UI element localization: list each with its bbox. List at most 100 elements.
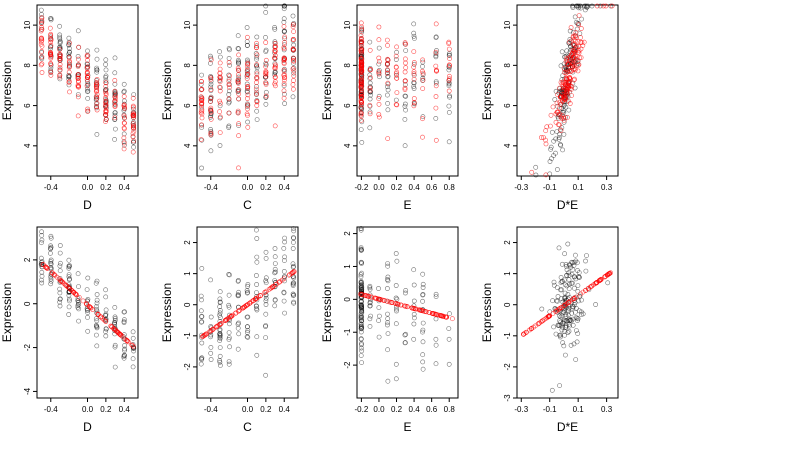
- data-point: [282, 274, 287, 280]
- data-point: [226, 330, 232, 335]
- data-point: [233, 310, 238, 316]
- data-point: [367, 72, 373, 78]
- data-point: [114, 328, 120, 334]
- data-point: [48, 36, 53, 42]
- data-point: [584, 253, 589, 258]
- data-point: [121, 131, 127, 137]
- data-point: [199, 355, 205, 361]
- data-point: [57, 68, 63, 73]
- x-tick-label: 0.4: [279, 405, 291, 414]
- data-point: [236, 74, 242, 80]
- y-tick-label: 4: [183, 143, 192, 148]
- data-point: [539, 306, 545, 312]
- y-tick-label: 8: [503, 63, 512, 68]
- data-point: [103, 87, 108, 93]
- data-point: [112, 304, 118, 310]
- data-point: [565, 330, 571, 335]
- data-point: [568, 317, 573, 323]
- data-point: [402, 56, 408, 62]
- data-point: [579, 16, 584, 22]
- data-point: [446, 41, 452, 46]
- data-point: [112, 318, 118, 323]
- data-point: [130, 364, 136, 370]
- data-point: [291, 68, 297, 74]
- data-point: [236, 293, 241, 298]
- y-axis-label: Expression: [320, 283, 334, 342]
- data-point: [281, 29, 287, 35]
- data-point: [385, 101, 390, 106]
- data-point: [367, 323, 373, 329]
- data-point: [433, 80, 439, 86]
- data-point: [83, 301, 89, 307]
- data-point: [433, 316, 439, 322]
- data-point: [226, 292, 232, 298]
- data-point: [48, 52, 53, 58]
- data-point: [236, 308, 242, 314]
- data-point: [121, 94, 127, 99]
- data-point: [583, 258, 588, 264]
- data-point: [114, 329, 120, 335]
- data-point: [566, 299, 571, 305]
- data-point: [88, 305, 93, 311]
- data-point: [573, 46, 579, 52]
- y-axis-label: Expression: [480, 61, 494, 120]
- data-point: [433, 105, 439, 111]
- data-point: [558, 63, 564, 69]
- data-point: [559, 116, 565, 121]
- data-point: [358, 41, 364, 46]
- y-tick-label: 1: [183, 271, 192, 276]
- data-point: [376, 69, 382, 75]
- data-point: [48, 259, 54, 265]
- data-point: [52, 272, 58, 278]
- data-point: [130, 149, 136, 155]
- data-point: [290, 47, 296, 53]
- data-point: [521, 331, 526, 337]
- data-point: [291, 56, 297, 61]
- data-point: [570, 33, 576, 39]
- data-point: [547, 313, 552, 319]
- data-point: [48, 43, 54, 48]
- data-point: [558, 319, 563, 325]
- data-point: [48, 246, 53, 252]
- data-point: [199, 107, 205, 112]
- data-point: [562, 70, 567, 75]
- data-point: [94, 104, 99, 110]
- data-point: [446, 88, 452, 94]
- data-point: [103, 311, 109, 317]
- data-point: [550, 298, 555, 304]
- data-point: [411, 267, 417, 273]
- data-point: [76, 56, 81, 62]
- data-point: [112, 101, 118, 107]
- data-point: [272, 39, 278, 45]
- data-point: [93, 89, 99, 94]
- data-point: [282, 235, 287, 241]
- data-point: [358, 92, 364, 97]
- data-point: [291, 263, 296, 269]
- data-point: [368, 92, 373, 98]
- data-point: [57, 286, 63, 292]
- data-point: [236, 46, 242, 52]
- data-points: [521, 241, 613, 393]
- data-point: [420, 327, 426, 333]
- data-point: [393, 321, 399, 327]
- data-point: [103, 92, 109, 98]
- data-point: [376, 96, 382, 101]
- data-point: [569, 318, 574, 324]
- data-point: [543, 172, 549, 178]
- data-point: [376, 313, 382, 319]
- data-point: [66, 35, 72, 41]
- data-point: [226, 335, 232, 341]
- data-point: [566, 305, 572, 311]
- data-point: [446, 361, 452, 367]
- data-point: [103, 307, 109, 313]
- data-point: [376, 286, 381, 291]
- data-point: [358, 84, 364, 90]
- data-point: [412, 306, 418, 312]
- data-point: [548, 144, 554, 150]
- data-point: [551, 282, 557, 288]
- data-point: [411, 61, 417, 67]
- data-point: [85, 74, 90, 80]
- data-point: [570, 260, 575, 266]
- data-point: [103, 90, 109, 96]
- data-point: [555, 298, 560, 304]
